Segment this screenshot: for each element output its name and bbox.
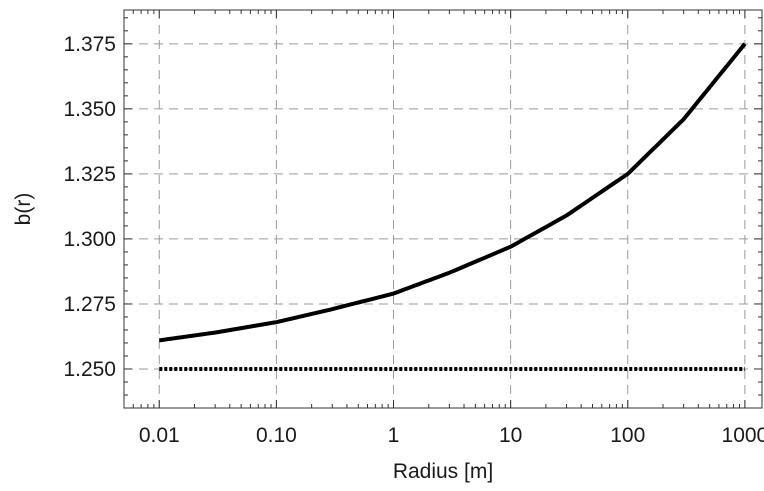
x-tick-label: 1 <box>388 424 400 447</box>
tick-labels: 0.01 0.10 1 10 100 1000 1.250 1.275 1.300 1.325 1.… <box>63 33 764 447</box>
y-tick-label: 1.275 <box>63 293 116 316</box>
y-tick-label: 1.350 <box>63 98 116 121</box>
y-tick-label: 1.250 <box>63 358 116 381</box>
x-tick-label: 0.01 <box>139 424 180 447</box>
y-axis-label: b(r) <box>12 193 35 226</box>
y-tick-label: 1.375 <box>63 33 116 56</box>
y-tick-label: 1.300 <box>63 228 116 251</box>
x-tick-label: 100 <box>610 424 645 447</box>
x-axis-label: Radius [m] <box>393 460 493 483</box>
x-tick-label: 10 <box>499 424 522 447</box>
plot-frame <box>123 9 763 409</box>
series-layer <box>158 42 747 371</box>
ticks <box>124 10 762 409</box>
y-tick-label: 1.325 <box>63 163 116 186</box>
x-tick-label: 0.10 <box>256 424 297 447</box>
series-solid-line <box>158 42 747 343</box>
grid <box>124 10 762 408</box>
x-tick-label: 1000 <box>722 424 764 447</box>
